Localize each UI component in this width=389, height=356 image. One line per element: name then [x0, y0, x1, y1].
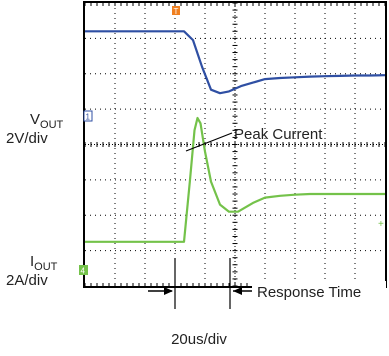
vout-series-line — [85, 30, 386, 95]
vout-channel-label: VOUT — [30, 111, 64, 131]
trigger-marker-label: T — [174, 7, 179, 16]
iout-offset-tick: + — [378, 219, 384, 230]
vout-channel-subscript: OUT — [40, 119, 64, 131]
channel4-marker-label: 4 — [81, 267, 86, 276]
channel1-marker-label: 1 — [86, 113, 91, 122]
response-time-label-bg — [252, 281, 386, 302]
iout-channel-name: I — [30, 253, 34, 270]
trigger-marker: T — [172, 6, 180, 16]
channel1-marker: 1 — [83, 110, 93, 122]
response-time-marker — [148, 258, 252, 309]
iout-scale-label: 2A/div — [6, 272, 48, 289]
channel1-marker-box — [83, 110, 93, 122]
peak-current-leader — [185, 132, 233, 152]
channel4-marker-box — [79, 265, 88, 275]
iout-channel-label: IOUT — [30, 253, 58, 273]
vout-channel-name: V — [30, 111, 40, 128]
peak-current-label: Peak Current — [234, 126, 323, 143]
x-axis-label: 20us/div — [171, 331, 227, 348]
iout-series-line — [85, 116, 385, 243]
vout-scale-label: 2V/div — [6, 130, 48, 147]
response-right-arrowhead — [233, 287, 242, 295]
channel4-marker: 4 — [79, 265, 88, 276]
response-left-arrowhead — [164, 287, 173, 295]
iout-channel-subscript: OUT — [34, 261, 58, 273]
trigger-marker-box — [172, 6, 180, 15]
response-time-label: Response Time — [257, 284, 361, 301]
